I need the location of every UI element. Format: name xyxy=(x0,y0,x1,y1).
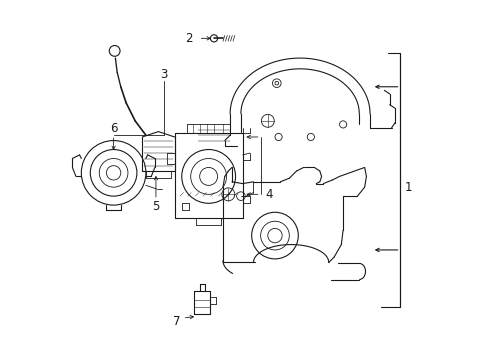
Text: 2: 2 xyxy=(184,32,192,45)
Text: 4: 4 xyxy=(264,188,272,201)
Text: 1: 1 xyxy=(404,181,411,194)
Text: 6: 6 xyxy=(110,122,117,135)
Text: 3: 3 xyxy=(160,68,167,81)
Text: 5: 5 xyxy=(152,201,159,213)
Text: 7: 7 xyxy=(172,315,180,328)
